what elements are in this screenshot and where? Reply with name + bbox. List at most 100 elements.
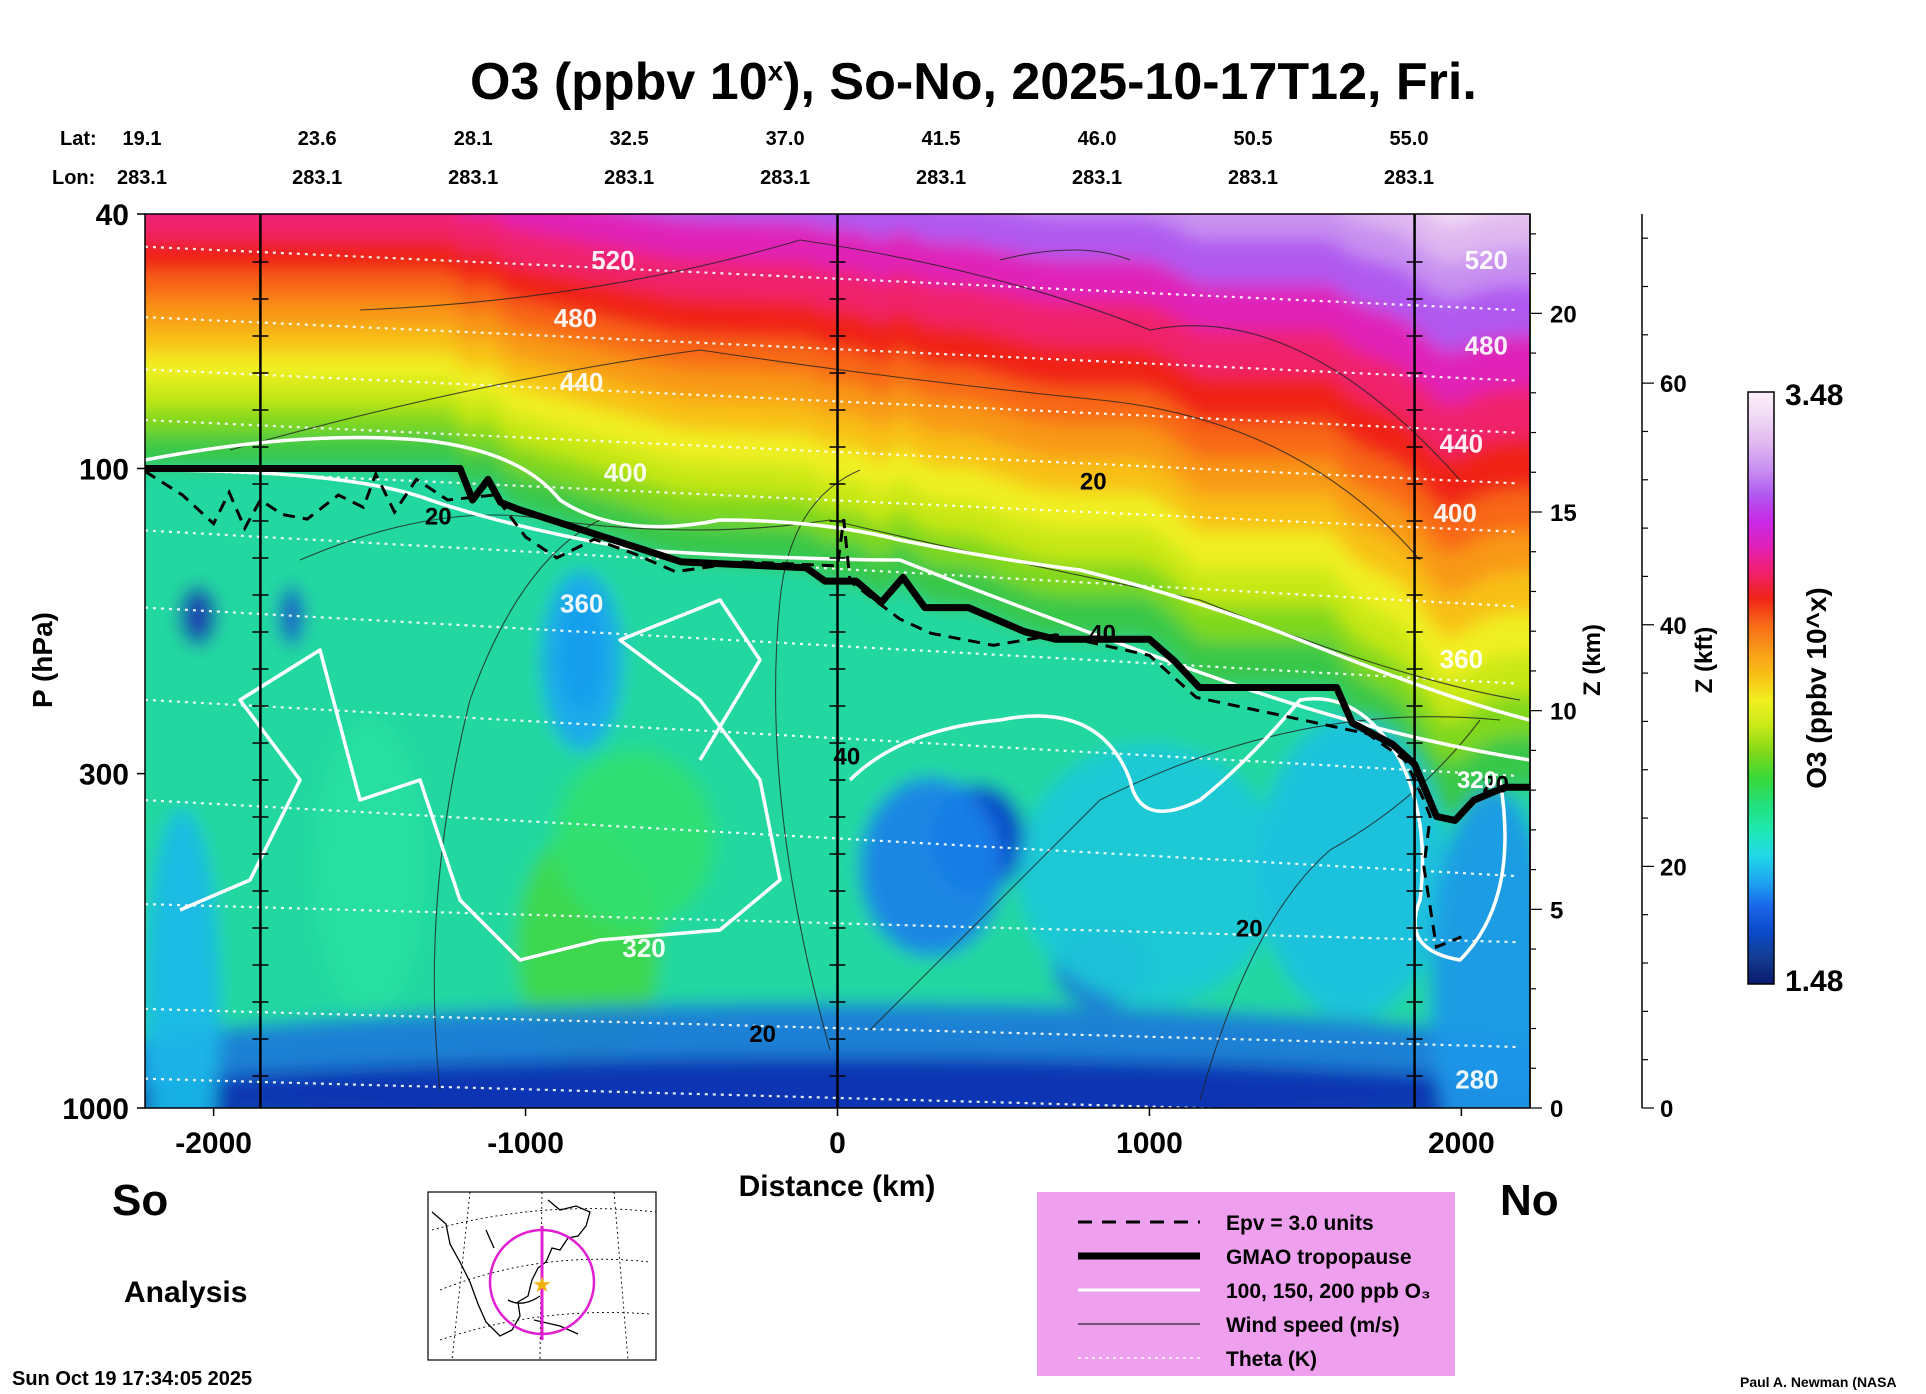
lon-value: 283.1 bbox=[117, 167, 167, 189]
theta-label: 280 bbox=[1455, 1065, 1498, 1095]
lat-value: 23.6 bbox=[298, 128, 337, 150]
colorbar-gradient bbox=[1747, 391, 1775, 985]
theta-label: 400 bbox=[604, 457, 647, 487]
theta-line-0 bbox=[145, 245, 1518, 312]
lat-value: 37.0 bbox=[766, 128, 805, 150]
wind-label: 20 bbox=[1080, 468, 1107, 495]
o3-blob-1 bbox=[553, 749, 716, 930]
legend-label-0: Epv = 3.0 units bbox=[1226, 1212, 1374, 1235]
o3-blob-3 bbox=[179, 585, 217, 646]
wind-label: 20 bbox=[425, 503, 452, 530]
wind-contour-4 bbox=[775, 469, 861, 1051]
theta-line-10 bbox=[145, 1007, 1518, 1049]
lat-value: 19.1 bbox=[123, 128, 162, 150]
lon-value: 283.1 bbox=[1072, 167, 1122, 189]
y-tick-label: 40 bbox=[96, 199, 129, 232]
right-end-label: No bbox=[1500, 1176, 1559, 1225]
colorbar-label: O3 (ppbv 10^x) bbox=[1801, 587, 1832, 789]
lon-value: 283.1 bbox=[916, 167, 966, 189]
contour-labels: 520 480 440 400 360 320 520 480 440 400 360 280 20 20… bbox=[425, 245, 1509, 1095]
wind-contour-7 bbox=[999, 249, 1131, 261]
wind-contour-0 bbox=[359, 239, 1461, 481]
wind-label: 20 bbox=[1482, 772, 1509, 799]
theta-line-6 bbox=[145, 606, 1518, 685]
ozone-ppb-contour-2 bbox=[179, 598, 782, 962]
lon-value: 283.1 bbox=[448, 167, 498, 189]
o3-blob-8 bbox=[859, 777, 1003, 958]
x-tick-label: -1000 bbox=[487, 1127, 564, 1160]
lon-value: 283.1 bbox=[1384, 167, 1434, 189]
lon-row-label: Lon: bbox=[52, 167, 95, 189]
x-axis-label: Distance (km) bbox=[739, 1170, 936, 1203]
o3-blob-6 bbox=[541, 571, 623, 751]
o3-blob-13 bbox=[145, 808, 220, 1108]
z-kft-tick-label: 60 bbox=[1660, 371, 1687, 398]
x-tick-label: 0 bbox=[829, 1127, 846, 1160]
wind-contour-5 bbox=[869, 716, 1501, 1031]
wind-contour-3 bbox=[433, 519, 601, 1091]
strat-band-12 bbox=[1344, 214, 1530, 263]
z-km-axis-label: Z (km) bbox=[1579, 624, 1606, 696]
chart-title: O3 (ppbv 10x), So-No, 2025-10-17T12, Fri… bbox=[470, 53, 1477, 111]
theta-label: 400 bbox=[1433, 498, 1476, 528]
ozone-ppb-contour-3 bbox=[848, 697, 1507, 962]
timestamp: Sun Oct 19 17:34:05 2025 bbox=[12, 1368, 253, 1390]
colorbar: 3.48 1.48 bbox=[1747, 379, 1843, 998]
strat-band-10 bbox=[646, 214, 1530, 352]
lon-value: 283.1 bbox=[292, 167, 342, 189]
strat-band-13 bbox=[1428, 214, 1487, 225]
theta-line-7 bbox=[145, 698, 1518, 777]
theta-label: 480 bbox=[1465, 331, 1508, 361]
wind-label: 320 bbox=[1457, 767, 1497, 794]
x-tick-label: 2000 bbox=[1428, 1127, 1495, 1160]
lon-value: 283.1 bbox=[1228, 167, 1278, 189]
epv-line bbox=[145, 470, 1462, 950]
theta-label: 480 bbox=[554, 303, 597, 333]
ozone-ppb-contour-0 bbox=[145, 435, 1530, 722]
colorbar-max: 3.48 bbox=[1785, 379, 1843, 412]
z-kft-axis-label: Z (kft) bbox=[1691, 627, 1718, 694]
theta-line-9 bbox=[145, 903, 1518, 944]
lat-value: 32.5 bbox=[610, 128, 649, 150]
o3-blob-10 bbox=[1018, 743, 1281, 1004]
lat-value: 55.0 bbox=[1390, 128, 1429, 150]
lon-value: 283.1 bbox=[604, 167, 654, 189]
wind-contour-6 bbox=[1199, 719, 1481, 1101]
o3-blob-2 bbox=[313, 717, 426, 1018]
lat-row-label: Lat: bbox=[60, 128, 97, 150]
theta-label: 440 bbox=[1440, 428, 1483, 458]
y-tick-label: 100 bbox=[79, 453, 129, 486]
theta-line-3 bbox=[145, 419, 1518, 485]
ozone-ppb-contour-1 bbox=[145, 468, 1530, 762]
y-axis-label: P (hPa) bbox=[27, 612, 58, 708]
legend-label-1: GMAO tropopause bbox=[1226, 1246, 1412, 1269]
wind-label: 20 bbox=[1236, 915, 1263, 942]
wind-label: 40 bbox=[834, 743, 861, 770]
theta-label: 520 bbox=[591, 245, 634, 275]
credit: Paul A. Newman (NASA bbox=[1740, 1374, 1897, 1390]
lat-value: 28.1 bbox=[454, 128, 493, 150]
map-coastline bbox=[431, 1199, 591, 1337]
lat-lon-vertical-lines bbox=[252, 214, 1423, 1108]
lat-value: 46.0 bbox=[1078, 128, 1117, 150]
o3-blob-15 bbox=[1430, 788, 1530, 1108]
legend: Epv = 3.0 units GMAO tropopause 100, 150, … bbox=[1037, 1192, 1455, 1376]
inset-map: ★ bbox=[427, 1191, 657, 1361]
x-tick-label: 1000 bbox=[1116, 1127, 1183, 1160]
theta-label: 360 bbox=[560, 588, 603, 618]
lon-value: 283.1 bbox=[760, 167, 810, 189]
z-kft-tick-label: 40 bbox=[1660, 613, 1687, 640]
theta-line-2 bbox=[145, 368, 1518, 434]
map-star-icon: ★ bbox=[532, 1272, 552, 1297]
tropopause-line bbox=[145, 465, 1530, 824]
theta-line-1 bbox=[145, 316, 1518, 382]
theta-label: 320 bbox=[622, 933, 665, 963]
z-km-tick-label: 15 bbox=[1550, 500, 1577, 527]
z-km-tick-label: 5 bbox=[1550, 897, 1563, 924]
legend-label-3: Wind speed (m/s) bbox=[1226, 1314, 1400, 1337]
legend-label-4: Theta (K) bbox=[1226, 1348, 1317, 1371]
theta-label: 520 bbox=[1465, 245, 1508, 275]
theta-line-5 bbox=[145, 529, 1518, 608]
y-tick-label: 1000 bbox=[62, 1093, 129, 1126]
strat-band-11 bbox=[1031, 214, 1530, 299]
